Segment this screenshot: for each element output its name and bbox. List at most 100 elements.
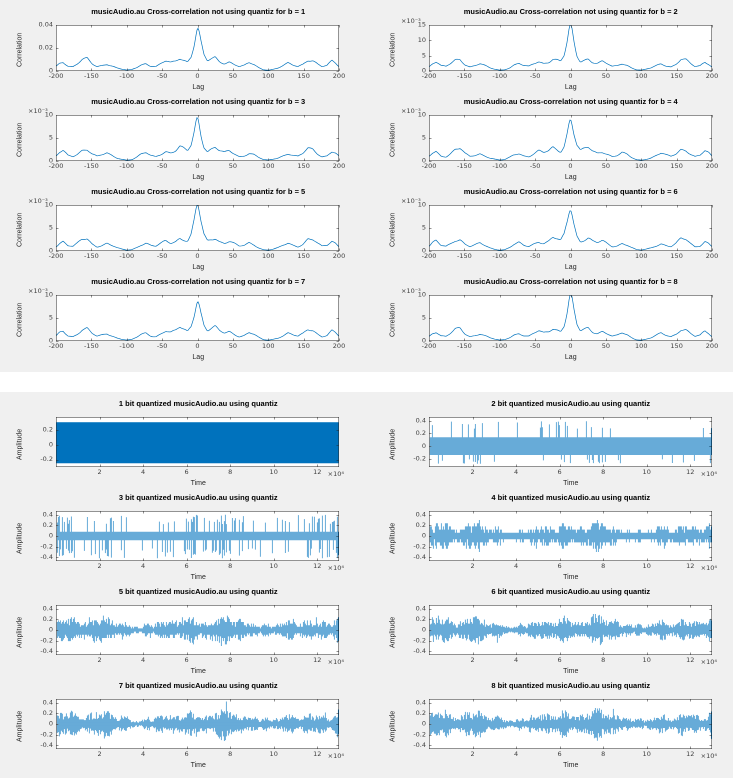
plot-title: 6 bit quantized musicAudio.au using quan… — [491, 587, 651, 596]
plot-row: Amplitude — [14, 409, 347, 479]
subplot-cross-correlation-2: musicAudio.au Cross-correlation not usin… — [387, 6, 720, 94]
subplot-quantized-waveforms-2: 2 bit quantized musicAudio.au using quan… — [387, 398, 720, 490]
y-axis-label: Correlation — [16, 32, 24, 68]
plot-title: 1 bit quantized musicAudio.au using quan… — [118, 399, 278, 408]
subplot-quantized-waveforms-1: 1 bit quantized musicAudio.au using quan… — [14, 398, 347, 490]
plot-title: musicAudio.au Cross-correlation not usin… — [463, 187, 678, 196]
plot-canvas-quantized-waveforms-3 — [26, 503, 345, 573]
plot-row: Correlation — [387, 287, 720, 353]
subplot-quantized-waveforms-5: 5 bit quantized musicAudio.au using quan… — [14, 586, 347, 678]
plot-canvas-cross-correlation-8 — [398, 287, 718, 353]
x-axis-label: Time — [190, 574, 206, 581]
plot-canvas-cross-correlation-2 — [398, 17, 718, 83]
x-axis-label: Time — [563, 762, 579, 769]
y-axis-label: Correlation — [389, 212, 396, 248]
plot-row: Amplitude — [14, 691, 347, 761]
plot-canvas-quantized-waveforms-6 — [398, 597, 718, 667]
subplot-quantized-waveforms-4: 4 bit quantized musicAudio.au using quan… — [387, 492, 720, 584]
subplot-quantized-waveforms-7: 7 bit quantized musicAudio.au using quan… — [14, 680, 347, 772]
y-axis-label: Amplitude — [16, 710, 24, 742]
plot-row: Correlation — [387, 197, 720, 263]
x-axis-label: Lag — [564, 264, 577, 271]
plot-row: Amplitude — [387, 503, 720, 573]
y-axis-label: Amplitude — [16, 616, 24, 648]
subplot-quantized-waveforms-6: 6 bit quantized musicAudio.au using quan… — [387, 586, 720, 678]
x-axis-label: Lag — [564, 354, 577, 361]
plot-row: Amplitude — [387, 597, 720, 667]
plot-row: Correlation — [14, 197, 347, 263]
plot-row: Correlation — [14, 287, 347, 353]
plot-canvas-quantized-waveforms-4 — [398, 503, 718, 573]
plot-canvas-quantized-waveforms-5 — [26, 597, 345, 667]
plot-canvas-quantized-waveforms-8 — [398, 691, 718, 761]
y-axis-label: Correlation — [16, 302, 24, 338]
y-axis-label: Correlation — [389, 122, 396, 158]
plot-title: 5 bit quantized musicAudio.au using quan… — [118, 587, 278, 596]
plot-canvas-cross-correlation-4 — [398, 107, 718, 173]
subplot-cross-correlation-5: musicAudio.au Cross-correlation not usin… — [14, 186, 347, 274]
plot-canvas-quantized-waveforms-1 — [26, 409, 345, 479]
plot-title: 2 bit quantized musicAudio.au using quan… — [491, 399, 651, 408]
plot-title: 3 bit quantized musicAudio.au using quan… — [118, 493, 278, 502]
plot-row: Amplitude — [387, 409, 720, 479]
x-axis-label: Lag — [192, 174, 205, 181]
plot-title: musicAudio.au Cross-correlation not usin… — [463, 97, 678, 106]
plot-title: musicAudio.au Cross-correlation not usin… — [91, 187, 306, 196]
plot-title: 8 bit quantized musicAudio.au using quan… — [491, 681, 651, 690]
subplot-quantized-waveforms-8: 8 bit quantized musicAudio.au using quan… — [387, 680, 720, 772]
y-axis-label: Amplitude — [16, 428, 24, 460]
plot-canvas-cross-correlation-7 — [26, 287, 345, 353]
plot-canvas-cross-correlation-6 — [398, 197, 718, 263]
x-axis-label: Lag — [192, 264, 205, 271]
plot-row: Amplitude — [14, 597, 347, 667]
plot-title: musicAudio.au Cross-correlation not usin… — [463, 7, 678, 16]
plot-canvas-cross-correlation-5 — [26, 197, 345, 263]
y-axis-label: Amplitude — [389, 710, 396, 742]
plot-canvas-quantized-waveforms-7 — [26, 691, 345, 761]
plot-row: Correlation — [14, 17, 347, 83]
x-axis-label: Time — [563, 668, 579, 675]
plot-title: musicAudio.au Cross-correlation not usin… — [463, 277, 678, 286]
subplot-cross-correlation-3: musicAudio.au Cross-correlation not usin… — [14, 96, 347, 184]
plot-row: Correlation — [14, 107, 347, 173]
plot-row: Amplitude — [387, 691, 720, 761]
y-axis-label: Correlation — [16, 122, 24, 158]
x-axis-label: Time — [563, 480, 579, 487]
x-axis-label: Lag — [564, 84, 577, 91]
subplot-cross-correlation-4: musicAudio.au Cross-correlation not usin… — [387, 96, 720, 184]
x-axis-label: Lag — [564, 174, 577, 181]
subplot-cross-correlation-1: musicAudio.au Cross-correlation not usin… — [14, 6, 347, 94]
x-axis-label: Lag — [192, 354, 205, 361]
plot-title: musicAudio.au Cross-correlation not usin… — [91, 97, 306, 106]
y-axis-label: Correlation — [16, 212, 24, 248]
figure-gap — [0, 372, 733, 392]
plot-title: musicAudio.au Cross-correlation not usin… — [91, 7, 306, 16]
x-axis-label: Time — [190, 480, 206, 487]
y-axis-label: Amplitude — [389, 522, 396, 554]
plot-row: Amplitude — [14, 503, 347, 573]
figure-cross-correlation: musicAudio.au Cross-correlation not usin… — [0, 0, 733, 372]
plot-canvas-cross-correlation-3 — [26, 107, 345, 173]
subplot-cross-correlation-7: musicAudio.au Cross-correlation not usin… — [14, 276, 347, 364]
x-axis-label: Lag — [192, 84, 205, 91]
figure-quantized-waveforms: 1 bit quantized musicAudio.au using quan… — [0, 392, 733, 778]
subplot-cross-correlation-6: musicAudio.au Cross-correlation not usin… — [387, 186, 720, 274]
subplot-quantized-waveforms-3: 3 bit quantized musicAudio.au using quan… — [14, 492, 347, 584]
plot-title: musicAudio.au Cross-correlation not usin… — [91, 277, 306, 286]
y-axis-label: Amplitude — [389, 428, 396, 460]
plot-title: 7 bit quantized musicAudio.au using quan… — [118, 681, 278, 690]
y-axis-label: Correlation — [389, 302, 396, 338]
plot-canvas-cross-correlation-1 — [26, 17, 345, 83]
plot-row: Correlation — [387, 17, 720, 83]
plot-row: Correlation — [387, 107, 720, 173]
x-axis-label: Time — [190, 762, 206, 769]
y-axis-label: Amplitude — [16, 522, 24, 554]
plot-title: 4 bit quantized musicAudio.au using quan… — [491, 493, 651, 502]
x-axis-label: Time — [190, 668, 206, 675]
y-axis-label: Correlation — [389, 32, 396, 68]
plot-canvas-quantized-waveforms-2 — [398, 409, 718, 479]
y-axis-label: Amplitude — [389, 616, 396, 648]
subplot-cross-correlation-8: musicAudio.au Cross-correlation not usin… — [387, 276, 720, 364]
x-axis-label: Time — [563, 574, 579, 581]
